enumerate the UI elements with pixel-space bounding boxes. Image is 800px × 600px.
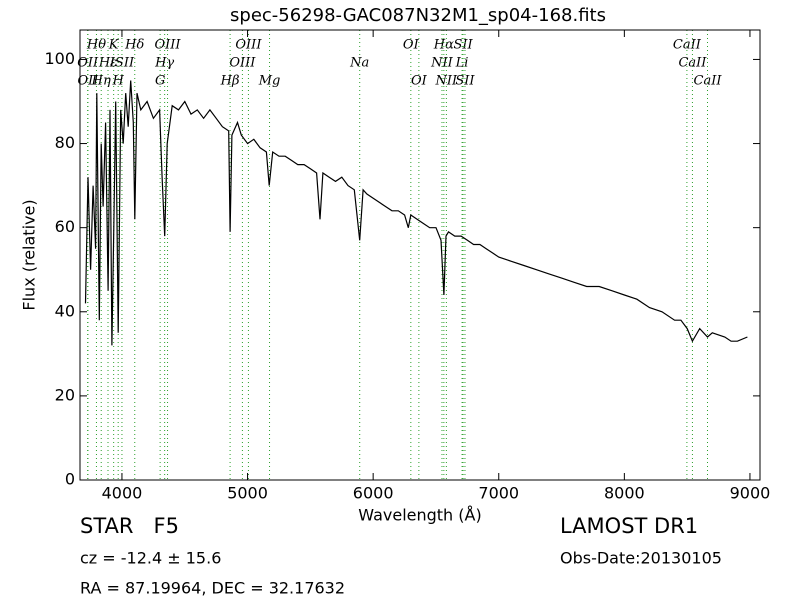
emission-line-label: G bbox=[155, 74, 165, 89]
survey: LAMOST DR1 bbox=[560, 514, 698, 538]
y-tick-label: 60 bbox=[55, 217, 75, 236]
emission-line-label: OIII bbox=[235, 38, 262, 53]
spectrum-line bbox=[84, 80, 748, 346]
emission-line-label: Hη bbox=[91, 74, 111, 89]
obs-date: Obs-Date:20130105 bbox=[560, 549, 722, 568]
object-class: STAR F5 bbox=[80, 514, 179, 538]
emission-line-label: CaII bbox=[694, 74, 723, 89]
emission-line-label: Mg bbox=[258, 74, 281, 89]
x-tick-label: 9000 bbox=[730, 484, 771, 503]
emission-line-label: CaII bbox=[678, 56, 707, 71]
x-tick-label: 5000 bbox=[227, 484, 268, 503]
y-axis-label: Flux (relative) bbox=[20, 199, 39, 310]
emission-line-label: ISII bbox=[109, 56, 135, 71]
emission-line-label: K bbox=[108, 38, 120, 53]
x-axis-label: Wavelength (Å) bbox=[358, 506, 481, 525]
x-tick-label: 8000 bbox=[604, 484, 645, 503]
plot-frame bbox=[79, 29, 761, 481]
emission-line-label: OIII bbox=[155, 38, 182, 53]
x-tick-label: 6000 bbox=[353, 484, 394, 503]
emission-line-label: Hα bbox=[433, 38, 454, 53]
emission-line-label: Hγ bbox=[154, 56, 174, 71]
x-tick-label: 4000 bbox=[102, 484, 143, 503]
chart-title: spec-56298-GAC087N32M1_sp04-168.fits bbox=[230, 5, 606, 26]
emission-line-label: OIII bbox=[229, 56, 256, 71]
emission-line-label: Hβ bbox=[220, 74, 240, 89]
emission-line-label: OI bbox=[411, 74, 428, 89]
emission-line-label: Hδ bbox=[124, 38, 144, 53]
emission-line-label: CaII bbox=[673, 38, 702, 53]
emission-line-label: OI bbox=[403, 38, 420, 53]
coordinates: RA = 87.19964, DEC = 32.17632 bbox=[80, 579, 345, 598]
y-tick-label: 80 bbox=[55, 133, 75, 152]
emission-line-label: H bbox=[112, 74, 125, 89]
x-tick-label: 7000 bbox=[478, 484, 519, 503]
emission-line-label: SII bbox=[455, 74, 475, 89]
emission-line-label: NII bbox=[430, 56, 454, 71]
emission-line-label: NII bbox=[435, 74, 459, 89]
y-tick-label: 20 bbox=[55, 385, 75, 404]
redshift: cz = -12.4 ± 15.6 bbox=[80, 549, 221, 568]
emission-line-label: Li bbox=[455, 56, 469, 71]
emission-line-label: SII bbox=[453, 38, 473, 53]
y-tick-label: 40 bbox=[55, 301, 75, 320]
emission-line-label: OII bbox=[77, 74, 99, 89]
y-tick-label: 0 bbox=[65, 470, 75, 489]
emission-line-label: Na bbox=[349, 56, 369, 71]
emission-line-label: Hε bbox=[98, 56, 117, 71]
y-tick-label: 100 bbox=[44, 49, 75, 68]
emission-line-label: Hθ bbox=[86, 38, 106, 53]
